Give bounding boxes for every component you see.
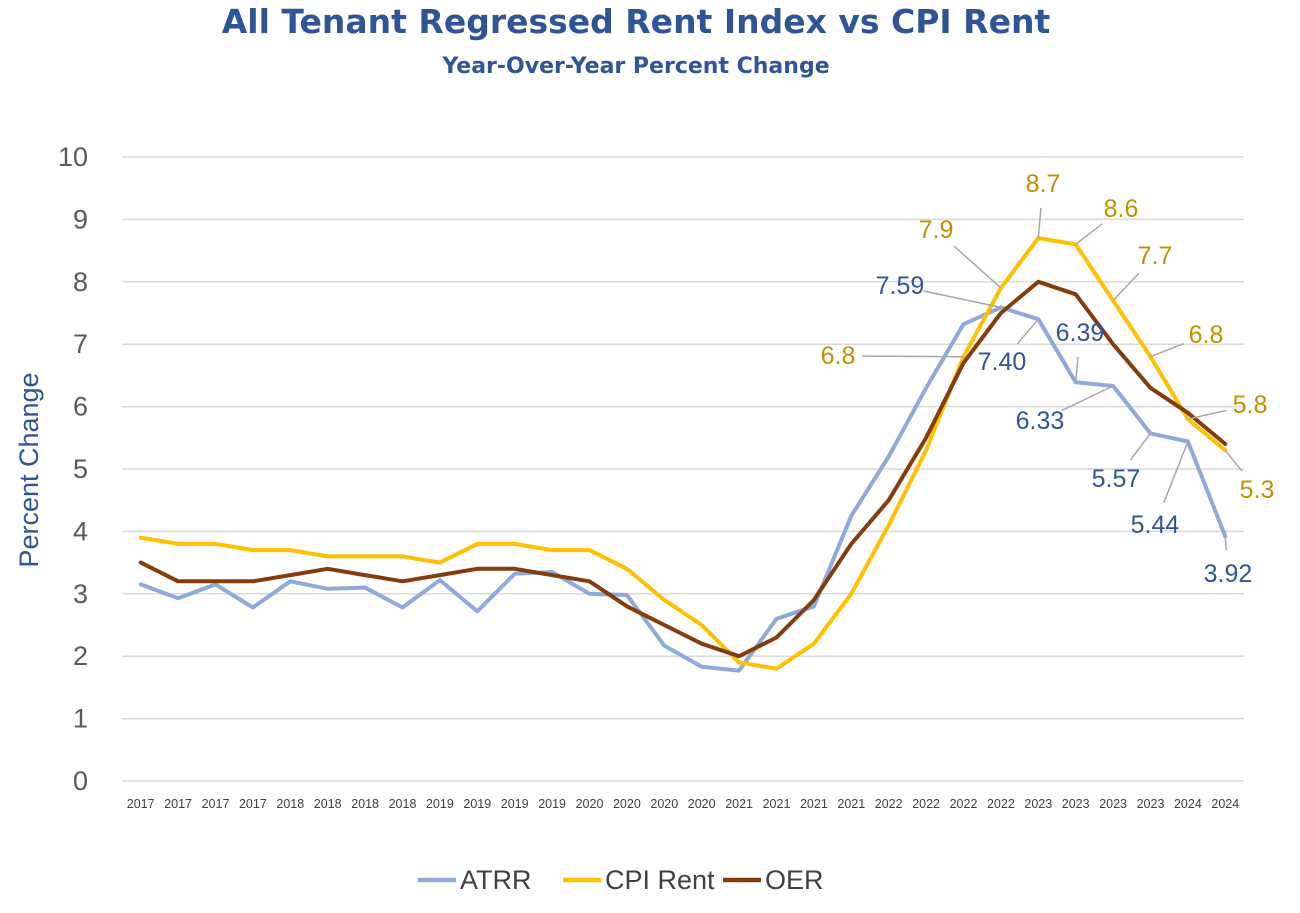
x-tick-label: 2019 xyxy=(501,797,529,811)
data-label-leader xyxy=(1187,409,1227,420)
data-label-leader xyxy=(1037,207,1042,239)
x-tick-label: 2023 xyxy=(1099,797,1127,811)
x-tick-label: 2018 xyxy=(314,797,342,811)
chart-subtitle: Year-Over-Year Percent Change xyxy=(442,54,830,79)
x-tick-label: 2019 xyxy=(463,797,491,811)
x-tick-label: 2021 xyxy=(725,797,753,811)
x-tick-label: 2017 xyxy=(239,797,267,811)
data-label-leader xyxy=(953,245,1002,289)
x-tick-label: 2024 xyxy=(1211,797,1239,811)
x-tick-label: 2021 xyxy=(763,797,791,811)
x-tick-label: 2022 xyxy=(912,797,940,811)
x-tick-label: 2022 xyxy=(875,797,903,811)
data-label: 8.6 xyxy=(1104,195,1139,223)
x-tick-label: 2023 xyxy=(1137,797,1165,811)
data-label-leader xyxy=(1150,343,1184,358)
data-label: 5.57 xyxy=(1092,465,1141,493)
x-tick-label: 2023 xyxy=(1062,797,1090,811)
x-tick-label: 2022 xyxy=(987,797,1015,811)
y-tick-label: 3 xyxy=(73,579,88,609)
series-line-cpi-rent xyxy=(138,236,1228,671)
x-tick-label: 2018 xyxy=(276,797,304,811)
y-tick-label: 10 xyxy=(58,142,88,172)
x-tick-label: 2020 xyxy=(650,797,678,811)
y-tick-label: 6 xyxy=(73,392,88,422)
data-labels: 7.59 7.40 6.39 6.33 5.57 5.44 3.92 6.8 7.9 8.7 8.6… xyxy=(821,170,1275,588)
y-tick-label: 0 xyxy=(73,766,88,796)
x-tick-label: 2020 xyxy=(688,797,716,811)
x-tick-label: 2018 xyxy=(389,797,417,811)
x-tick-label: 2017 xyxy=(202,797,230,811)
x-tick-label: 2020 xyxy=(613,797,641,811)
legend-label: CPI Rent xyxy=(605,865,715,895)
data-label: 8.7 xyxy=(1026,170,1061,198)
y-axis-title: Percent Change xyxy=(14,372,44,567)
x-tick-label: 2022 xyxy=(950,797,978,811)
series-lines xyxy=(138,236,1228,673)
gridlines xyxy=(122,156,1244,782)
x-tick-label: 2017 xyxy=(164,797,192,811)
x-tick-label: 2017 xyxy=(127,797,155,811)
data-label: 3.92 xyxy=(1204,560,1253,588)
y-tick-label: 5 xyxy=(73,454,88,484)
data-label: 7.59 xyxy=(876,272,925,300)
x-tick-label: 2021 xyxy=(800,797,828,811)
data-label-leader xyxy=(1163,441,1189,503)
series-line-atrr xyxy=(138,305,1228,673)
data-label: 6.8 xyxy=(821,342,856,370)
y-axis-ticks: 0 1 2 3 4 5 6 7 8 9 10 xyxy=(58,142,88,796)
data-label: 5.8 xyxy=(1233,391,1268,419)
data-label-leader xyxy=(861,355,964,358)
data-label: 7.40 xyxy=(978,348,1027,376)
data-label-leader xyxy=(1224,449,1243,472)
series-line-oer xyxy=(138,279,1228,659)
legend-label: OER xyxy=(765,865,824,895)
data-label-leader xyxy=(923,290,1002,309)
y-tick-label: 9 xyxy=(73,204,88,234)
y-tick-label: 1 xyxy=(73,704,88,734)
data-label: 6.33 xyxy=(1016,407,1065,435)
y-tick-label: 2 xyxy=(73,641,88,671)
x-tick-label: 2021 xyxy=(837,797,865,811)
x-tick-label: 2018 xyxy=(351,797,379,811)
data-label-leader xyxy=(1075,223,1103,245)
legend-label: ATRR xyxy=(460,865,532,895)
data-label-leader xyxy=(1129,432,1152,461)
data-label-leader xyxy=(1074,356,1079,383)
y-tick-label: 7 xyxy=(73,329,88,359)
data-label-leader xyxy=(1016,318,1039,345)
x-tick-label: 2024 xyxy=(1174,797,1202,811)
data-label: 6.39 xyxy=(1056,319,1105,347)
x-tick-label: 2019 xyxy=(426,797,454,811)
y-tick-label: 4 xyxy=(73,516,88,546)
data-label: 6.8 xyxy=(1189,321,1224,349)
x-tick-label: 2023 xyxy=(1024,797,1052,811)
data-label: 5.3 xyxy=(1240,476,1275,504)
x-tick-label: 2020 xyxy=(576,797,604,811)
data-label-leader xyxy=(1224,536,1228,551)
y-tick-label: 8 xyxy=(73,267,88,297)
data-label-leader xyxy=(1112,272,1140,302)
data-label: 7.7 xyxy=(1138,242,1173,270)
data-label: 7.9 xyxy=(919,216,954,244)
legend: ATRR CPI Rent OER xyxy=(418,865,824,895)
x-axis-ticks: 2017 2017 2017 2017 2018 2018 2018 2018 2019 2019… xyxy=(127,797,1239,811)
data-label-leader xyxy=(1061,385,1114,412)
x-tick-label: 2019 xyxy=(538,797,566,811)
data-label: 5.44 xyxy=(1131,511,1180,539)
chart-title: All Tenant Regressed Rent Index vs CPI R… xyxy=(221,2,1051,41)
